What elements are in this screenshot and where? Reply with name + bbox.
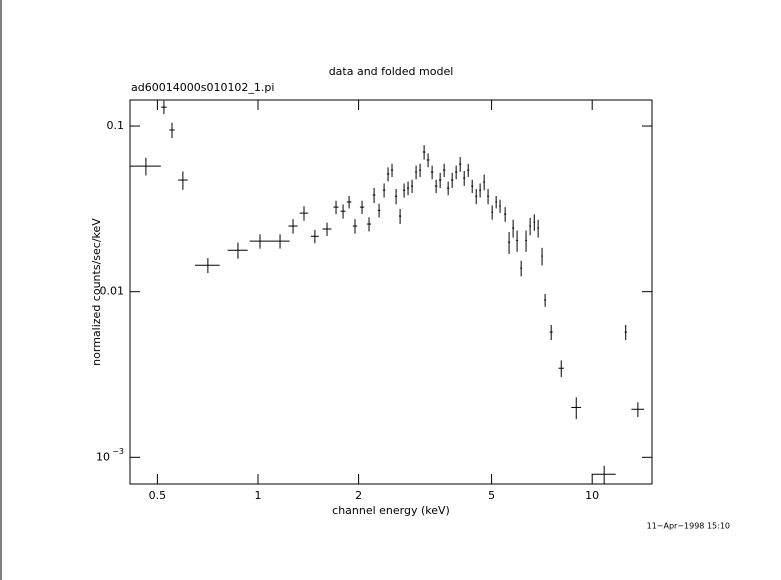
y-tick-label: 0.1 <box>107 119 125 132</box>
x-axis-label: channel energy (keV) <box>332 504 450 517</box>
y-tick-label: 0.01 <box>100 285 125 298</box>
chart-title: data and folded model <box>329 65 454 78</box>
x-tick-label: 5 <box>488 489 495 502</box>
chart-subtitle: ad60014000s010102_1.pi <box>131 81 274 94</box>
y-tick-label: 10 <box>96 450 110 463</box>
x-tick-label: 10 <box>585 489 599 502</box>
data-layer <box>130 100 645 484</box>
x-tick-label: 1 <box>254 489 261 502</box>
y-tick-exponent: −3 <box>112 447 124 456</box>
y-axis-label: normalized counts/sec/keV <box>90 218 103 366</box>
x-tick-label: 0.5 <box>149 489 167 502</box>
x-tick-label: 2 <box>355 489 362 502</box>
timestamp: 11−Apr−1998 15:10 <box>647 522 730 531</box>
